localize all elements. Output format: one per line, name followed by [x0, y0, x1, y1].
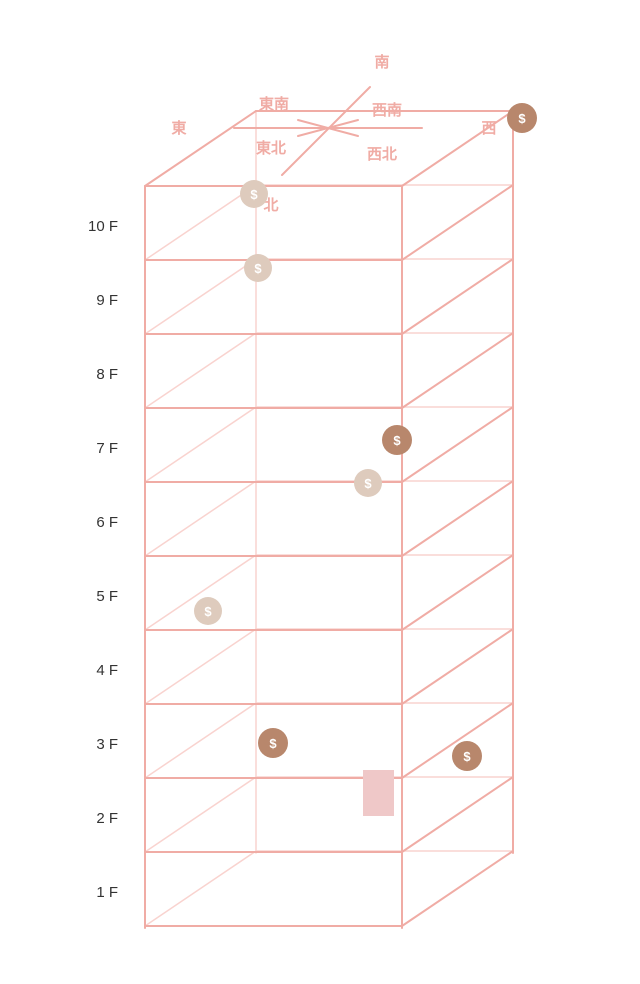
floor-back-diagonal: [144, 554, 257, 631]
floor-back-diagonal: [144, 628, 257, 705]
coin-icon: $: [240, 180, 268, 208]
location-marker: [363, 770, 394, 816]
floor-label: 2 F: [96, 810, 118, 827]
floor-label: 6 F: [96, 514, 118, 531]
svg-text:$: $: [204, 604, 212, 619]
direction-north-label: 北: [263, 196, 278, 214]
floor-back-diagonal: [144, 480, 257, 557]
direction-west-label: 西: [481, 119, 496, 137]
svg-text:$: $: [254, 261, 262, 276]
direction-northeast-label: 東北: [256, 139, 286, 157]
floor-label: 10 F: [88, 218, 118, 235]
svg-text:$: $: [364, 476, 372, 491]
coin-icon: $: [382, 425, 412, 455]
coin-icon: $: [452, 741, 482, 771]
floor-back-diagonal: [144, 406, 257, 483]
compass-diagonal-line: [281, 86, 371, 176]
direction-northwest-label: 西北: [367, 145, 397, 163]
direction-south-label: 南: [374, 53, 389, 71]
floor-label: 3 F: [96, 736, 118, 753]
floor-back-diagonal: [144, 702, 257, 779]
floor-label: 8 F: [96, 366, 118, 383]
floor-right-diagonal: [401, 554, 514, 631]
floor-right-diagonal: [401, 702, 514, 779]
floor-right-diagonal: [401, 184, 514, 261]
svg-text:$: $: [250, 187, 258, 202]
floor-right-diagonal: [401, 332, 514, 409]
coin-icon: $: [507, 103, 537, 133]
coin-icon: $: [354, 469, 382, 497]
roof-left-edge: [144, 110, 257, 187]
compass-ray: [297, 119, 359, 137]
floor-label: 4 F: [96, 662, 118, 679]
direction-southwest-label: 西南: [372, 101, 402, 119]
coin-icon: $: [258, 728, 288, 758]
building-edges: [144, 110, 514, 929]
compass-rose: [233, 86, 423, 176]
floor-label: 5 F: [96, 588, 118, 605]
floor-right-diagonal: [401, 406, 514, 483]
floor-back-diagonal: [144, 776, 257, 853]
svg-text:$: $: [269, 736, 277, 751]
floor-back-diagonal: [144, 332, 257, 409]
floor-right-diagonal: [401, 776, 514, 853]
floor-right-diagonal: [401, 258, 514, 335]
svg-text:$: $: [463, 749, 471, 764]
floor-back-diagonal: [144, 258, 257, 335]
floor-right-diagonal: [401, 850, 514, 927]
floor-label: 7 F: [96, 440, 118, 457]
floor-back-diagonal: [144, 184, 257, 261]
floor-label: 1 F: [96, 884, 118, 901]
direction-east-label: 東: [171, 119, 186, 137]
coins: $ $ $ $ $ $ $ $: [194, 103, 537, 771]
coin-icon: $: [244, 254, 272, 282]
floor-right-diagonal: [401, 480, 514, 557]
direction-southeast-label: 東南: [259, 95, 289, 113]
svg-text:$: $: [518, 111, 526, 126]
floor-back-diagonal: [144, 850, 257, 927]
floor-label: 9 F: [96, 292, 118, 309]
floor-labels: 10 F 9 F 8 F 7 F 6 F 5 F 4 F 3 F 2 F 1 F: [88, 218, 118, 901]
floor-right-diagonal: [401, 628, 514, 705]
coin-icon: $: [194, 597, 222, 625]
floor-right-diagonal: [401, 110, 514, 187]
svg-text:$: $: [393, 433, 401, 448]
